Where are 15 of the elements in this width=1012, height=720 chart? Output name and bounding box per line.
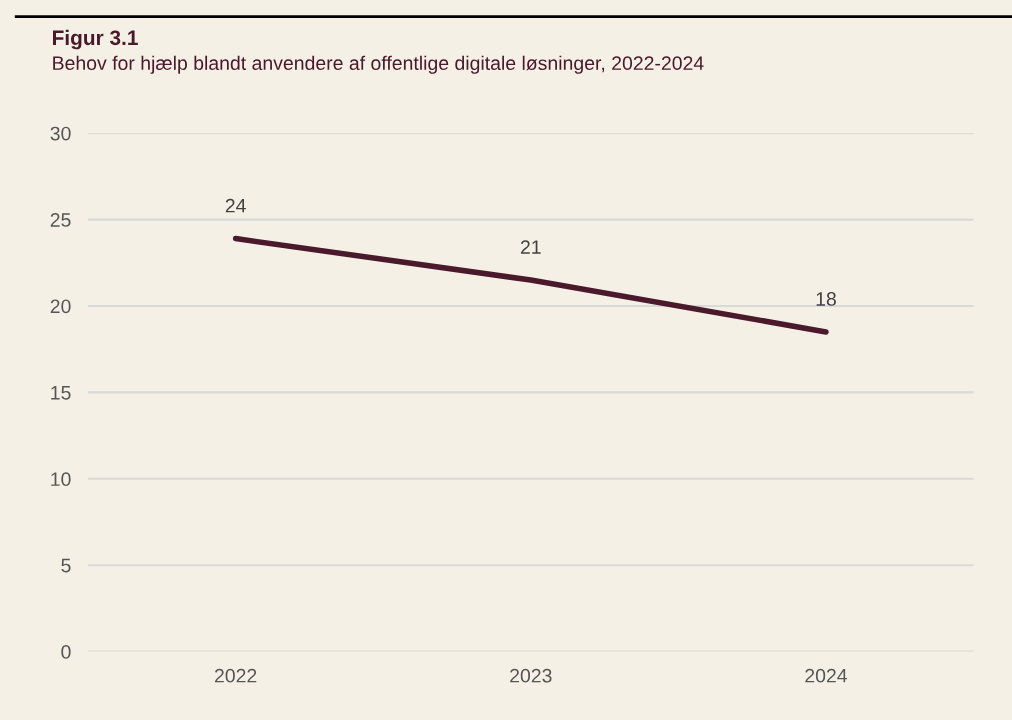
y-tick-label: 25 [50,213,71,227]
y-tick-label: 20 [50,299,71,314]
y-tick-label: 5 [61,558,71,573]
y-tick-label: 0 [61,645,71,659]
chart-title: Figur 3.1 [53,29,138,50]
x-tick-label: 2024 [805,668,848,683]
data-label: 21 [520,240,541,254]
x-tick-label: 2022 [214,668,257,683]
x-tick-label: 2023 [510,668,552,683]
data-label: 18 [816,292,836,306]
chart-subtitle: Behov for hjælp blandt anvendere af offentlige digitale løsninger, 2022-2024 [53,55,704,74]
y-tick-label: 15 [51,386,71,400]
y-tick-label: 10 [51,472,71,487]
y-tick-label: 30 [50,126,71,141]
data-label: 24 [225,198,246,213]
